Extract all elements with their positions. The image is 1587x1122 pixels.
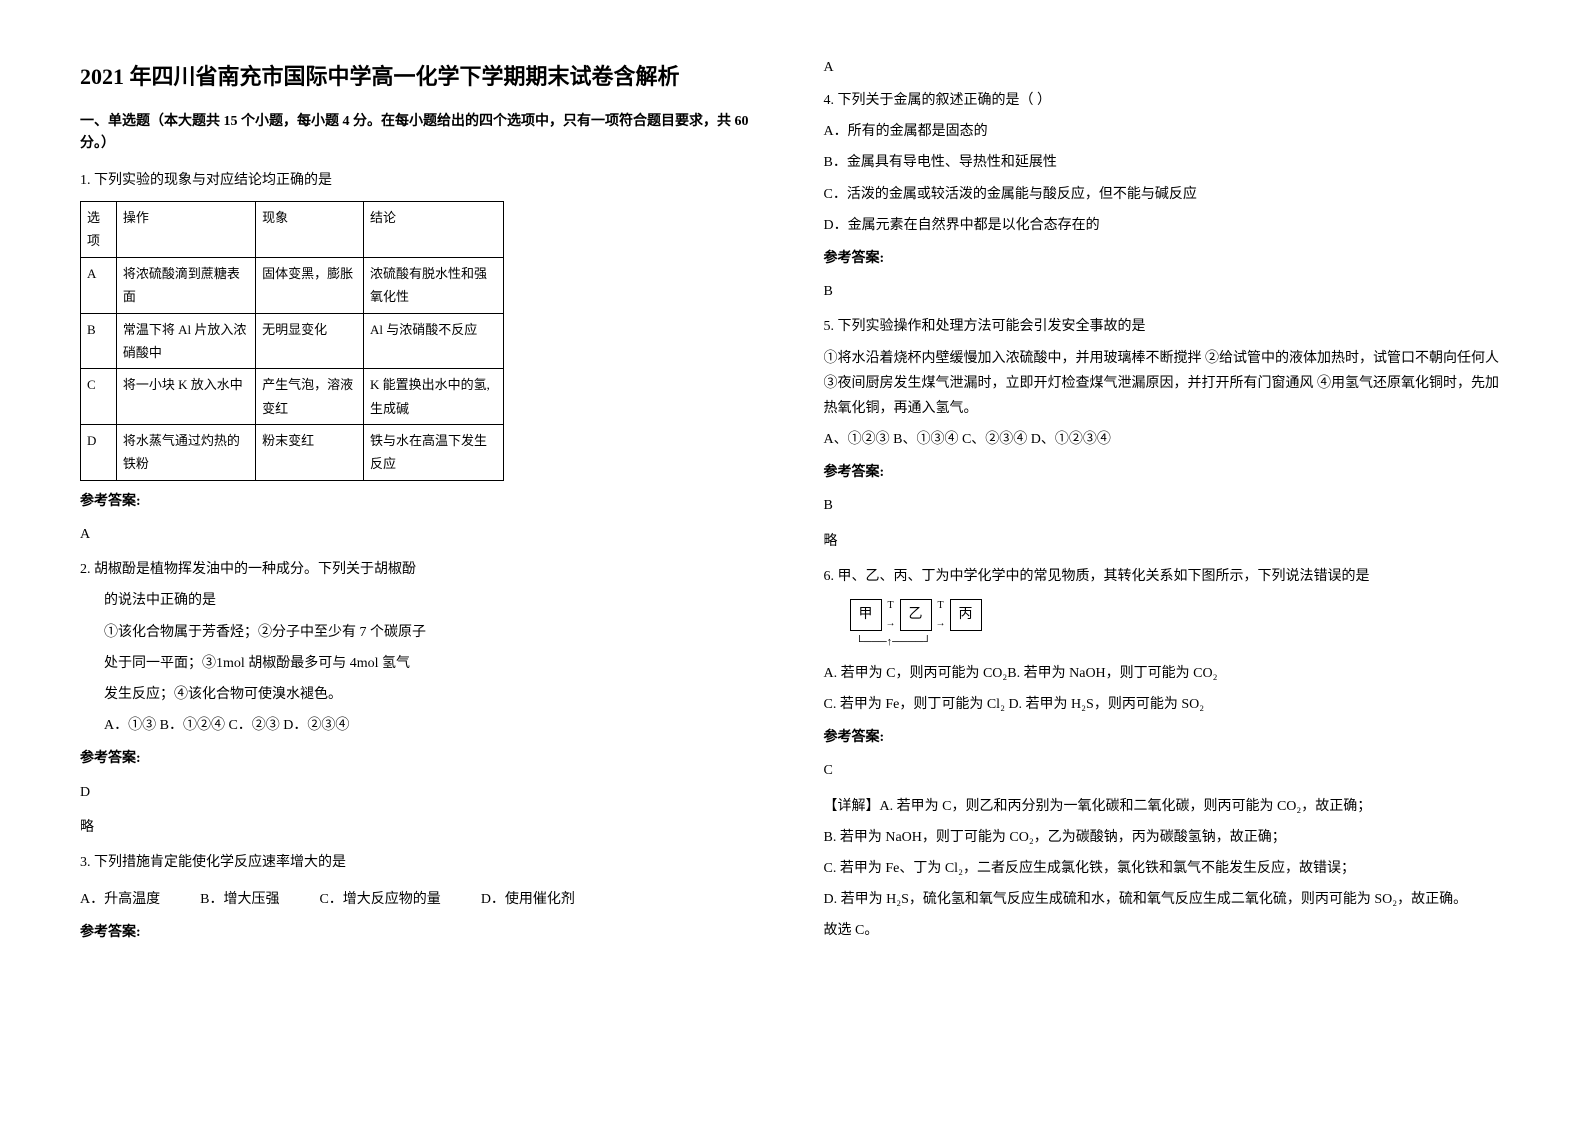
q5-stem: 5. 下列实验操作和处理方法可能会引发安全事故的是 [824,314,1508,339]
q6-opt-ab: A. 若甲为 C，则丙可能为 CO₂B. 若甲为 NaOH，则丁可能为 CO₂ [824,661,1508,686]
question-6: 6. 甲、乙、丙、丁为中学化学中的常见物质，其转化关系如下图所示，下列说法错误的… [824,564,1508,944]
q3-opt-a: A．升高温度 [80,887,160,912]
q4-opt-b: B．金属具有导电性、导热性和延展性 [824,150,1508,175]
th-phenomenon: 现象 [256,201,364,257]
q6-exp: 【详解】A. 若甲为 C，则乙和丙分别为一氧化碳和二氧化碳，则丙可能为 CO₂，… [824,794,1508,819]
diagram-node: 丙 [950,599,982,630]
right-column: A 4. 下列关于金属的叙述正确的是（ ） A．所有的金属都是固态的 B．金属具… [794,60,1538,1062]
q2-line: 处于同一平面；③1mol 胡椒酚最多可与 4mol 氢气 [80,651,764,676]
q6-opt-cd: C. 若甲为 Fe，则丁可能为 Cl₂ D. 若甲为 H₂S，则丙可能为 SO₂ [824,692,1508,717]
cell: 浓硫酸有脱水性和强氧化性 [364,257,504,313]
q3-stem: 3. 下列措施肯定能使化学反应速率增大的是 [80,850,764,875]
cell: B [81,313,117,369]
table-row: C 将一小块 K 放入水中 产生气泡，溶液变红 K 能置换出水中的氢, 生成碱 [81,369,504,425]
th-conclusion: 结论 [364,201,504,257]
answer-label: 参考答案: [824,460,1508,485]
q2-stem: 2. 胡椒酚是植物挥发油中的一种成分。下列关于胡椒酚 [80,557,764,582]
q2-line: 发生反应；④该化合物可使溴水褪色。 [80,682,764,707]
diagram-node: 甲 [850,599,882,630]
th-operation: 操作 [116,201,255,257]
question-2: 2. 胡椒酚是植物挥发油中的一种成分。下列关于胡椒酚 的说法中正确的是 ①该化合… [80,557,764,840]
question-5: 5. 下列实验操作和处理方法可能会引发安全事故的是 ①将水沿着烧杯内壁缓慢加入浓… [824,314,1508,554]
cell: 产生气泡，溶液变红 [256,369,364,425]
q4-answer: B [824,279,1508,304]
cell: 将一小块 K 放入水中 [116,369,255,425]
q6-diagram: 甲 T→ 乙 T→ 丙 └───↑────┘ [848,597,1508,653]
cell: C [81,369,117,425]
answer-label: 参考答案: [824,246,1508,271]
left-column: 2021 年四川省南充市国际中学高一化学下学期期末试卷含解析 一、单选题（本大题… [50,60,794,1062]
q4-opt-c: C．活泼的金属或较活泼的金属能与酸反应，但不能与碱反应 [824,182,1508,207]
q6-exp: 故选 C。 [824,918,1508,943]
q6-answer: C [824,758,1508,783]
q1-table: 选项 操作 现象 结论 A 将浓硫酸滴到蔗糖表面 固体变黑，膨胀 浓硫酸有脱水性… [80,201,504,481]
question-4: 4. 下列关于金属的叙述正确的是（ ） A．所有的金属都是固态的 B．金属具有导… [824,88,1508,304]
question-1: 1. 下列实验的现象与对应结论均正确的是 选项 操作 现象 结论 A 将浓硫酸滴… [80,168,764,547]
answer-label: 参考答案: [824,725,1508,750]
q5-answer: B [824,493,1508,518]
q2-line: ①该化合物属于芳香烃；②分子中至少有 7 个碳原子 [80,620,764,645]
arrow-icon: T→ [886,597,896,633]
q3-opt-b: B．增大压强 [200,887,279,912]
answer-label: 参考答案: [80,489,764,514]
answer-label: 参考答案: [80,920,764,945]
q3-answer: A [824,60,1508,76]
q1-answer: A [80,522,764,547]
cell: 将水蒸气通过灼热的铁粉 [116,425,255,481]
cell: 常温下将 Al 片放入浓硝酸中 [116,313,255,369]
cell: 无明显变化 [256,313,364,369]
q5-body: ①将水沿着烧杯内壁缓慢加入浓硫酸中，并用玻璃棒不断搅拌 ②给试管中的液体加热时，… [824,346,1508,422]
cell: D [81,425,117,481]
question-3: 3. 下列措施肯定能使化学反应速率增大的是 A．升高温度 B．增大压强 C．增大… [80,850,764,946]
q5-options: A、①②③ B、①③④ C、②③④ D、①②③④ [824,427,1508,452]
q5-extra: 略 [824,529,1508,554]
answer-label: 参考答案: [80,746,764,771]
cell: 粉末变红 [256,425,364,481]
th-option: 选项 [81,201,117,257]
q3-opt-c: C．增大反应物的量 [319,887,440,912]
cell: 铁与水在高温下发生反应 [364,425,504,481]
back-arrow-icon: └───↑────┘ [856,633,1508,653]
q4-opt-d: D．金属元素在自然界中都是以化合态存在的 [824,213,1508,238]
q6-exp: B. 若甲为 NaOH，则丁可能为 CO₂，乙为碳酸钠，丙为碳酸氢钠，故正确； [824,825,1508,850]
cell: K 能置换出水中的氢, 生成碱 [364,369,504,425]
table-header-row: 选项 操作 现象 结论 [81,201,504,257]
table-row: D 将水蒸气通过灼热的铁粉 粉末变红 铁与水在高温下发生反应 [81,425,504,481]
diagram-node: 乙 [900,599,932,630]
cell: Al 与浓硝酸不反应 [364,313,504,369]
cell: A [81,257,117,313]
q1-stem: 1. 下列实验的现象与对应结论均正确的是 [80,168,764,193]
cell: 固体变黑，膨胀 [256,257,364,313]
q4-stem: 4. 下列关于金属的叙述正确的是（ ） [824,88,1508,113]
table-row: B 常温下将 Al 片放入浓硝酸中 无明显变化 Al 与浓硝酸不反应 [81,313,504,369]
q2-line: 的说法中正确的是 [80,588,764,613]
q3-opt-d: D．使用催化剂 [481,887,575,912]
arrow-icon: T→ [936,597,946,633]
q2-extra: 略 [80,815,764,840]
table-row: A 将浓硫酸滴到蔗糖表面 固体变黑，膨胀 浓硫酸有脱水性和强氧化性 [81,257,504,313]
q3-options: A．升高温度 B．增大压强 C．增大反应物的量 D．使用催化剂 [80,887,764,912]
q6-exp: D. 若甲为 H₂S，硫化氢和氧气反应生成硫和水，硫和氧气反应生成二氧化硫，则丙… [824,887,1508,912]
q2-answer: D [80,780,764,805]
q4-opt-a: A．所有的金属都是固态的 [824,119,1508,144]
document-title: 2021 年四川省南充市国际中学高一化学下学期期末试卷含解析 [80,60,764,93]
q2-options: A．①③ B．①②④ C．②③ D．②③④ [80,713,764,738]
cell: 将浓硫酸滴到蔗糖表面 [116,257,255,313]
q6-stem: 6. 甲、乙、丙、丁为中学化学中的常见物质，其转化关系如下图所示，下列说法错误的… [824,564,1508,589]
section-header: 一、单选题（本大题共 15 个小题，每小题 4 分。在每小题给出的四个选项中，只… [80,111,764,156]
q6-exp: C. 若甲为 Fe、丁为 Cl₂，二者反应生成氯化铁，氯化铁和氯气不能发生反应，… [824,856,1508,881]
